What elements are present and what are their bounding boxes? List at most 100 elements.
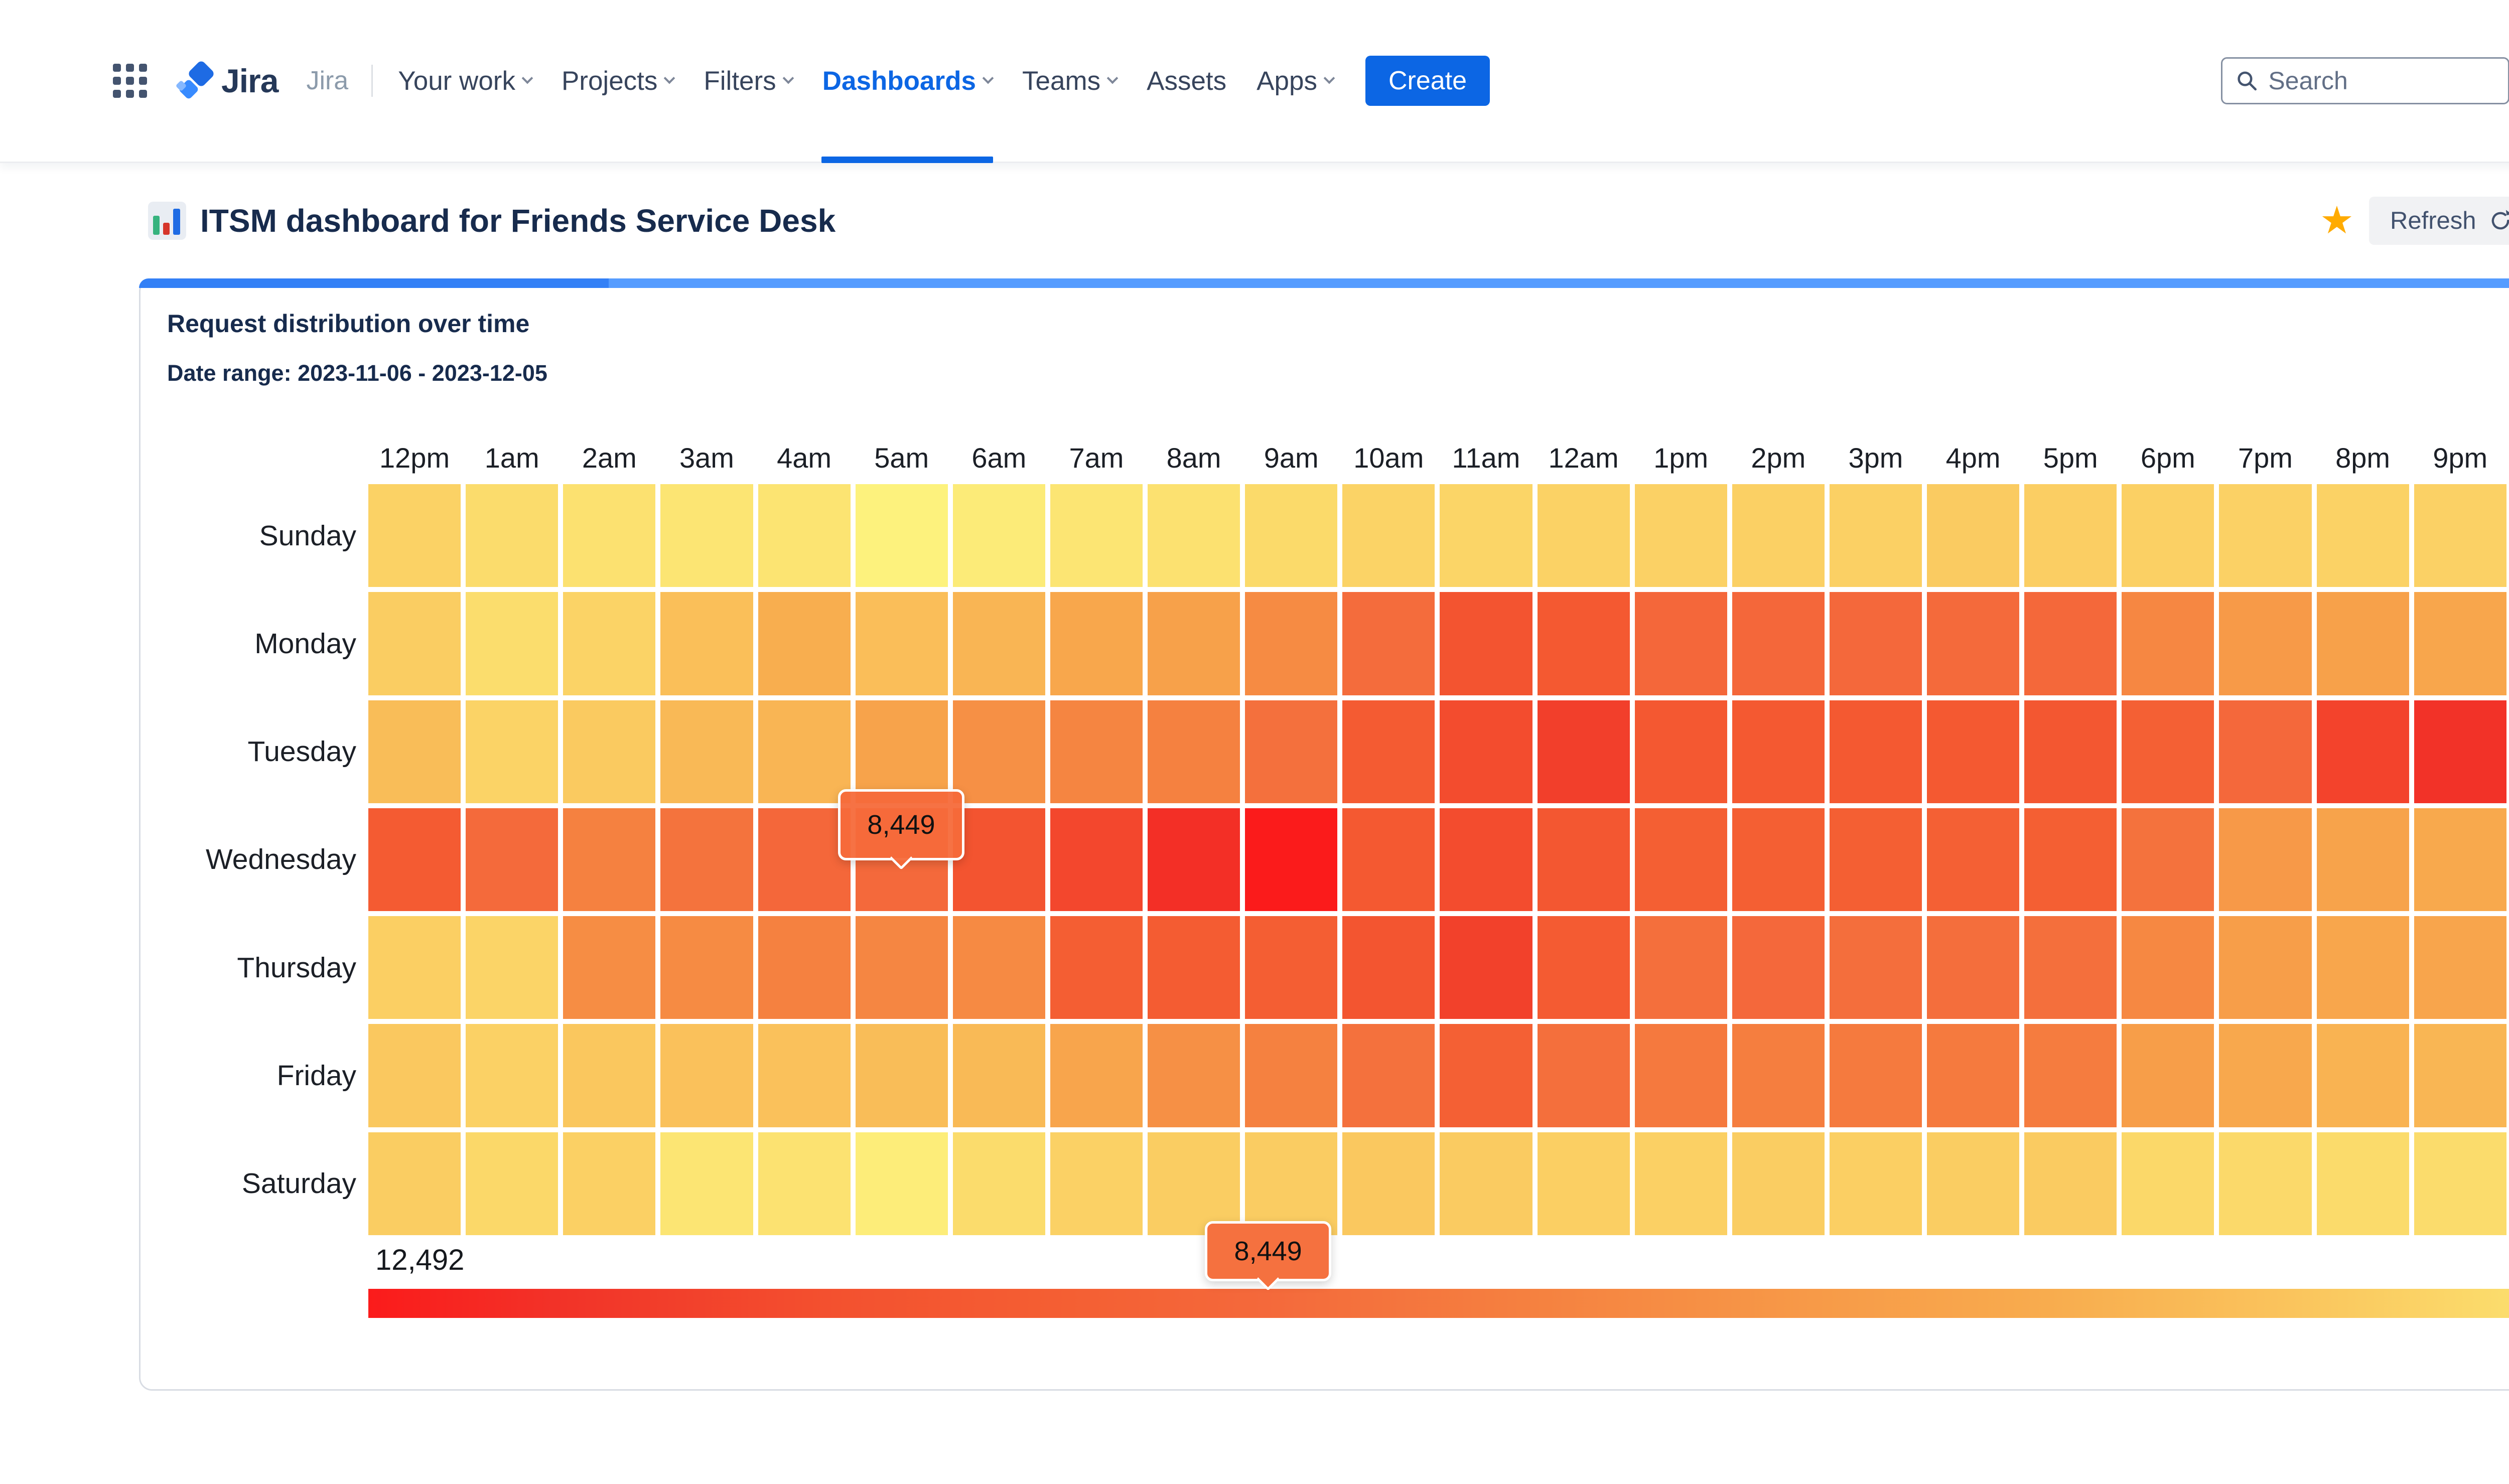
heatmap-cell[interactable] [1634, 592, 1727, 695]
heatmap-cell[interactable] [2414, 700, 2506, 803]
heatmap-cell[interactable] [855, 700, 948, 803]
heatmap-cell[interactable] [1927, 484, 2020, 587]
heatmap-cell[interactable] [1148, 700, 1240, 803]
heatmap-cell[interactable] [1732, 592, 1825, 695]
heatmap-cell[interactable] [368, 1132, 461, 1235]
heatmap-cell[interactable] [563, 484, 656, 587]
heatmap-cell[interactable] [952, 700, 1045, 803]
heatmap-cell[interactable] [2219, 1024, 2312, 1127]
heatmap-cell[interactable] [466, 808, 559, 912]
heatmap-cell[interactable] [660, 916, 753, 1019]
heatmap-cell[interactable] [2122, 916, 2214, 1019]
heatmap-cell[interactable] [2414, 1024, 2506, 1127]
heatmap-cell[interactable] [1732, 700, 1825, 803]
search-box[interactable] [2221, 57, 2509, 104]
nav-item-teams[interactable]: Teams [1007, 0, 1132, 162]
heatmap-cell[interactable] [660, 808, 753, 912]
heatmap-cell[interactable] [1342, 592, 1435, 695]
heatmap-cell[interactable] [1634, 1024, 1727, 1127]
heatmap-cell[interactable] [1927, 808, 2020, 912]
heatmap-cell[interactable] [2024, 1132, 2117, 1235]
heatmap-cell[interactable] [466, 700, 559, 803]
heatmap-cell[interactable] [2316, 592, 2409, 695]
heatmap-cell[interactable] [1634, 916, 1727, 1019]
heatmap-cell[interactable] [1829, 1132, 1922, 1235]
heatmap-cell[interactable] [1732, 1132, 1825, 1235]
heatmap-cell[interactable] [1342, 484, 1435, 587]
heatmap-cell[interactable] [1050, 808, 1143, 912]
heatmap-cell[interactable] [1050, 916, 1143, 1019]
heatmap-cell[interactable] [1245, 484, 1338, 587]
heatmap-cell[interactable] [2024, 916, 2117, 1019]
heatmap-cell[interactable] [466, 592, 559, 695]
heatmap-cell[interactable] [368, 484, 461, 587]
heatmap-cell[interactable] [1245, 1132, 1338, 1235]
nav-item-dashboards[interactable]: Dashboards [807, 0, 1007, 163]
heatmap-cell[interactable] [1634, 808, 1727, 912]
heatmap-cell[interactable] [2024, 484, 2117, 587]
heatmap-cell[interactable] [1537, 808, 1630, 912]
heatmap-cell[interactable] [952, 808, 1045, 912]
heatmap-cell[interactable] [466, 1132, 559, 1235]
heatmap-cell[interactable] [1245, 700, 1338, 803]
heatmap-cell[interactable] [2219, 1132, 2312, 1235]
heatmap-cell[interactable] [855, 916, 948, 1019]
heatmap-cell[interactable] [1245, 808, 1338, 912]
heatmap-cell[interactable] [2122, 484, 2214, 587]
heatmap-cell[interactable] [2122, 1132, 2214, 1235]
heatmap-cell[interactable] [563, 700, 656, 803]
heatmap-cell[interactable] [466, 1024, 559, 1127]
heatmap-cell[interactable] [1537, 484, 1630, 587]
heatmap-cell[interactable] [1342, 700, 1435, 803]
heatmap-cell[interactable] [1634, 484, 1727, 587]
heatmap-cell[interactable] [1148, 1132, 1240, 1235]
heatmap-cell[interactable] [1148, 808, 1240, 912]
heatmap-cell[interactable] [2122, 700, 2214, 803]
heatmap-cell[interactable] [2414, 916, 2506, 1019]
heatmap-cell[interactable] [1245, 1024, 1338, 1127]
heatmap-cell[interactable] [2414, 592, 2506, 695]
heatmap-cell[interactable] [466, 484, 559, 587]
heatmap-cell[interactable] [2316, 808, 2409, 912]
nav-item-assets[interactable]: Assets [1132, 0, 1241, 162]
heatmap-cell[interactable] [1440, 1132, 1532, 1235]
heatmap-cell[interactable] [2122, 592, 2214, 695]
heatmap-cell[interactable] [1732, 808, 1825, 912]
heatmap-cell[interactable] [660, 484, 753, 587]
heatmap-cell[interactable] [1440, 484, 1532, 587]
heatmap-cell[interactable] [758, 700, 851, 803]
heatmap-cell[interactable] [660, 1024, 753, 1127]
heatmap-cell[interactable] [2024, 700, 2117, 803]
heatmap-cell[interactable] [2414, 1132, 2506, 1235]
heatmap-cell[interactable] [2122, 1024, 2214, 1127]
heatmap-cell[interactable] [2122, 808, 2214, 912]
heatmap-cell[interactable] [2316, 1132, 2409, 1235]
heatmap-cell[interactable] [368, 916, 461, 1019]
heatmap-cell[interactable] [1245, 592, 1338, 695]
heatmap-cell[interactable] [2024, 592, 2117, 695]
heatmap-cell[interactable] [1050, 592, 1143, 695]
heatmap-cell[interactable] [758, 484, 851, 587]
heatmap-cell[interactable] [2316, 700, 2409, 803]
heatmap-cell[interactable] [563, 808, 656, 912]
heatmap-cell[interactable] [1440, 808, 1532, 912]
jira-logo[interactable]: Jira [175, 59, 278, 100]
heatmap-cell[interactable] [1342, 808, 1435, 912]
heatmap-cell[interactable] [660, 592, 753, 695]
heatmap-cell[interactable] [1927, 700, 2020, 803]
heatmap-cell[interactable] [1829, 484, 1922, 587]
heatmap-cell[interactable] [1245, 916, 1338, 1019]
heatmap-cell[interactable] [368, 1024, 461, 1127]
heatmap-cell[interactable] [1148, 484, 1240, 587]
heatmap-cell[interactable] [563, 916, 656, 1019]
heatmap-cell[interactable] [2024, 1024, 2117, 1127]
nav-item-your-work[interactable]: Your work [383, 0, 546, 162]
heatmap-cell[interactable] [368, 700, 461, 803]
nav-item-apps[interactable]: Apps [1241, 0, 1348, 162]
heatmap-cell[interactable] [1829, 808, 1922, 912]
heatmap-cell[interactable] [952, 484, 1045, 587]
heatmap-cell[interactable] [1829, 700, 1922, 803]
nav-item-projects[interactable]: Projects [546, 0, 688, 162]
heatmap-cell[interactable] [758, 916, 851, 1019]
heatmap-cell[interactable] [758, 808, 851, 912]
